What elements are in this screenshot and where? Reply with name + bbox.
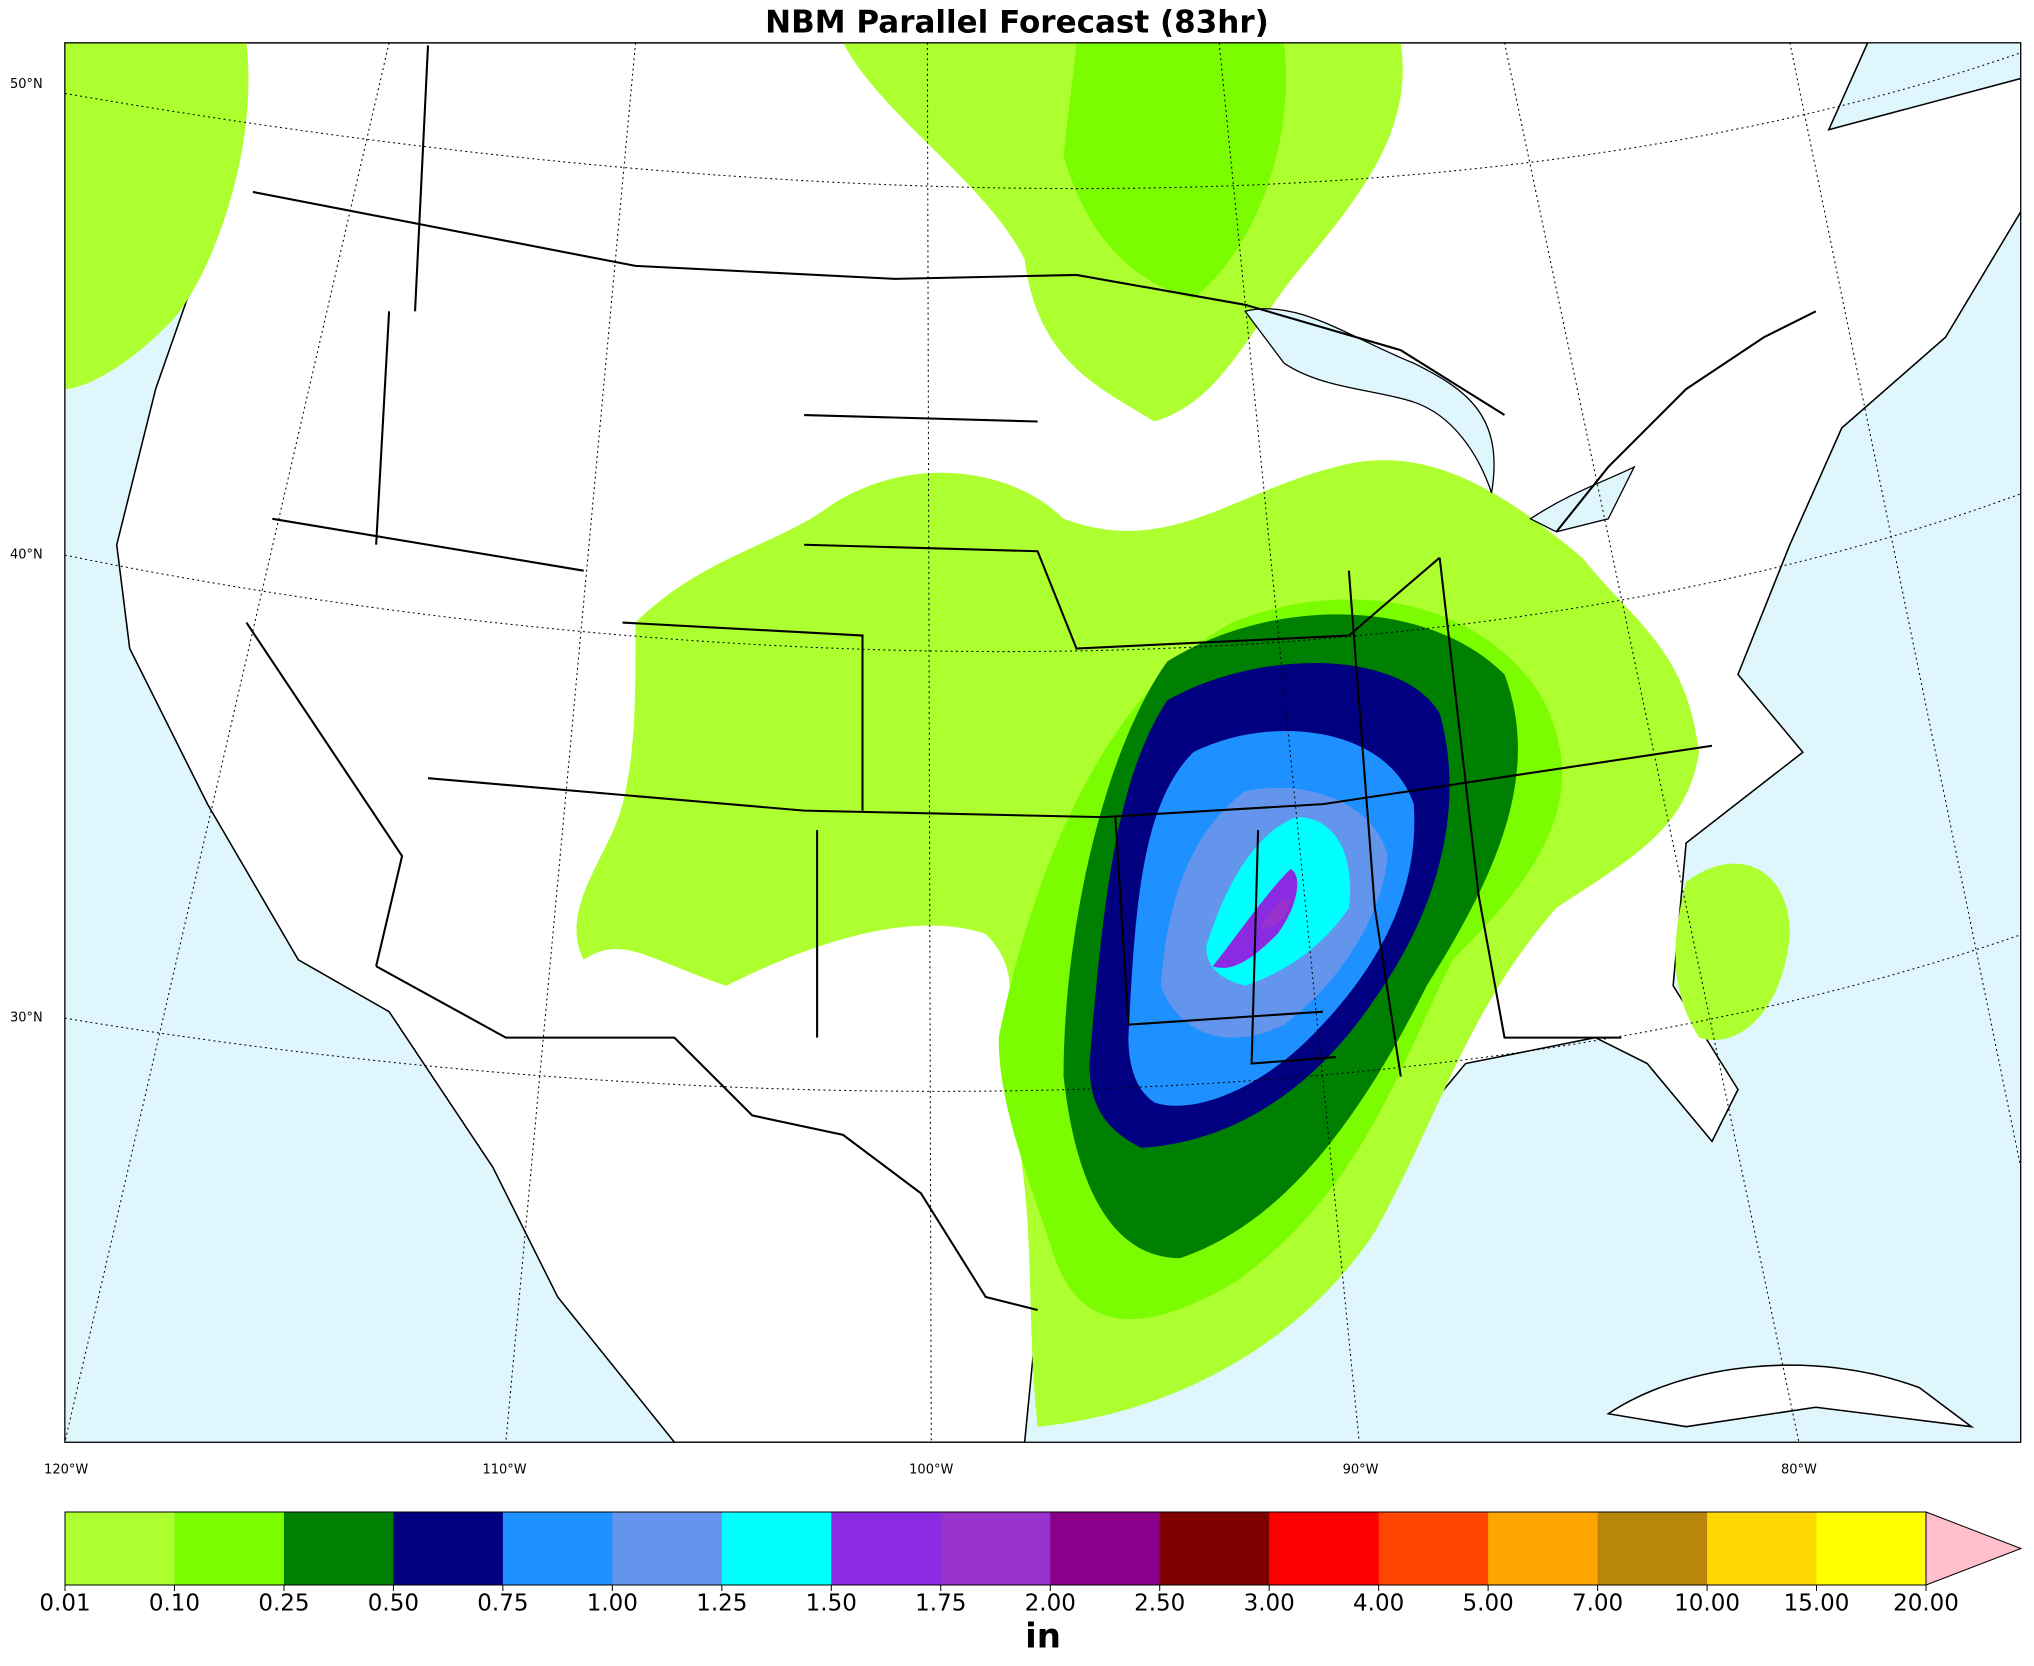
colorbar-extend <box>1925 1511 2023 1586</box>
colorbar-bin <box>721 1512 832 1585</box>
precip-0.01-fl <box>1675 863 1790 1041</box>
graticule <box>64 42 2021 1443</box>
colorbar-tick-label: 0.75 <box>477 1591 528 1617</box>
latitude-label: 50°N <box>10 77 43 92</box>
colorbar-bin <box>940 1512 1051 1585</box>
latitude-label: 30°N <box>10 1011 43 1026</box>
us-mexico-border <box>375 965 1038 1311</box>
colorbar-bin <box>393 1512 504 1585</box>
colorbar-bin <box>1378 1512 1489 1585</box>
colorbar-tick-label: 2.50 <box>1134 1591 1185 1617</box>
colorbar-tick-label: 7.00 <box>1572 1591 1623 1617</box>
colorbar-tick-label: 3.00 <box>1244 1591 1295 1617</box>
map <box>64 42 2022 1443</box>
colorbar-bin <box>612 1512 723 1585</box>
colorbar-bin <box>502 1512 613 1585</box>
colorbar-bin <box>831 1512 942 1585</box>
colorbar-unit: in <box>1025 1617 1061 1657</box>
colorbar-tick-label: 15.00 <box>1784 1591 1850 1617</box>
map-title: NBM Parallel Forecast (83hr) <box>765 5 1269 41</box>
colorbar-tick-label: 0.25 <box>258 1591 309 1617</box>
colorbar-bin <box>1159 1512 1270 1585</box>
longitude-label: 110°W <box>482 1463 526 1478</box>
colorbar-tick-label: 4.00 <box>1353 1591 1404 1617</box>
state-lines <box>245 45 1713 1077</box>
colorbar-bin <box>283 1512 394 1585</box>
colorbar-bin <box>65 1512 175 1585</box>
colorbar-tick-label: 1.00 <box>587 1591 638 1617</box>
longitude-label: 120°W <box>44 1463 88 1478</box>
colorbar-bin <box>1597 1512 1708 1585</box>
cuba <box>1606 1364 1975 1428</box>
colorbar-bin <box>1488 1512 1599 1585</box>
longitude-label: 80°W <box>1781 1463 1817 1478</box>
colorbar-tick-label: 1.75 <box>915 1591 966 1617</box>
colorbar-tick-label: 1.50 <box>806 1591 857 1617</box>
colorbar-bin <box>1707 1512 1818 1585</box>
latitude-label: 40°N <box>10 548 43 563</box>
colorbar-bin <box>1816 1512 1927 1585</box>
colorbar-tick-label: 1.25 <box>696 1591 747 1617</box>
colorbar-bin <box>174 1512 285 1585</box>
colorbar-frame <box>64 1511 1927 1586</box>
colorbar-tick-label: 5.00 <box>1463 1591 1514 1617</box>
colorbar-tick-label: 0.01 <box>39 1591 90 1617</box>
longitude-label: 90°W <box>1343 1463 1379 1478</box>
coastline-lakes <box>1244 308 1636 533</box>
colorbar-tick-label: 10.00 <box>1674 1591 1740 1617</box>
precip-0.01-nw <box>64 42 249 390</box>
precip-1.75 <box>1260 899 1291 928</box>
colorbar-tick-label: 2.00 <box>1025 1591 1076 1617</box>
map-frame <box>64 42 2022 1443</box>
colorbar-tick-label: 0.50 <box>368 1591 419 1617</box>
colorbar-bin <box>1050 1512 1161 1585</box>
us-canada-border <box>252 190 1817 533</box>
colorbar-tick-label: 0.10 <box>149 1591 200 1617</box>
longitude-label: 100°W <box>909 1463 953 1478</box>
colorbar-tick-label: 20.00 <box>1893 1591 1959 1617</box>
colorbar-bin <box>1269 1512 1380 1585</box>
